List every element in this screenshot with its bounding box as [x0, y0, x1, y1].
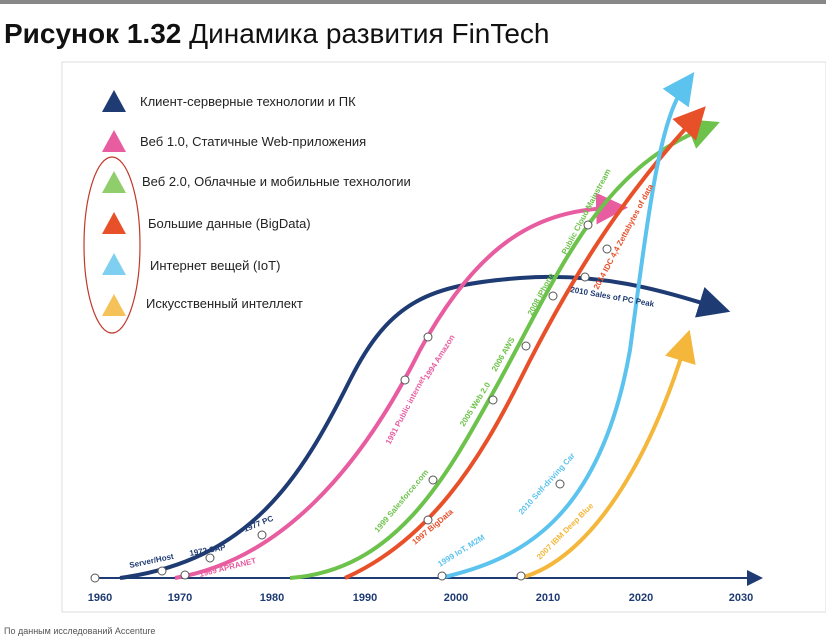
highlight-ellipse [83, 156, 141, 334]
annotation: Public Cloud Mainstream [560, 167, 613, 256]
annotation: 1999 IoT, M2M [436, 533, 486, 569]
legend-label: Веб 2.0, Облачные и мобильные технологии [142, 174, 411, 189]
point [555, 479, 565, 489]
year-label: 2020 [629, 592, 653, 604]
legend-label: Веб 1.0, Статичные Web-приложения [140, 134, 366, 149]
legend-label: Искусственный интеллект [146, 296, 303, 311]
point [580, 272, 590, 282]
year-label: 1970 [168, 592, 192, 604]
point [488, 395, 498, 405]
curves [119, 71, 731, 580]
year-label: 1980 [260, 592, 284, 604]
point [516, 571, 526, 581]
point [400, 375, 410, 385]
year-label: 2030 [729, 592, 753, 604]
annotation: 1991 Public internet [384, 375, 428, 446]
point [423, 515, 433, 525]
title: Рисунок 1.32 Динамика развития FinTech [4, 18, 550, 50]
figure-frame [61, 61, 826, 613]
point [205, 553, 215, 563]
point [423, 332, 433, 342]
year-label: 2010 [536, 592, 560, 604]
points [157, 220, 612, 581]
legend-label: Большие данные (BigData) [148, 216, 311, 231]
legend-icon [102, 253, 126, 275]
legend-icon [102, 212, 126, 234]
legend-icon [102, 294, 126, 316]
point [180, 570, 190, 580]
timeline-labels: 1960 1970 1980 1990 2000 2010 2020 2030 [88, 592, 753, 604]
legend-icon [102, 171, 126, 193]
point [157, 566, 167, 576]
legend-icon [102, 130, 126, 152]
source-note: По данным исследований Accenture [4, 626, 156, 636]
curve [519, 329, 696, 580]
year-label: 1960 [88, 592, 112, 604]
point [257, 530, 267, 540]
legend-label: Интернет вещей (IoT) [150, 258, 280, 273]
top-bar [0, 0, 826, 4]
point [428, 475, 438, 485]
legend-label: Клиент-серверные технологии и ПК [140, 94, 356, 109]
figure-number: Рисунок 1.32 [4, 18, 182, 49]
curve [119, 274, 731, 580]
curve [289, 119, 720, 580]
curve [344, 106, 706, 580]
year-label: 1990 [353, 592, 377, 604]
point [548, 291, 558, 301]
point [583, 220, 593, 230]
point [602, 244, 612, 254]
legend-icon [102, 90, 126, 112]
curve [439, 71, 695, 580]
year-label: 2000 [444, 592, 468, 604]
point [521, 341, 531, 351]
point [437, 571, 447, 581]
point [90, 573, 100, 583]
curve [174, 192, 628, 580]
figure-title: Динамика развития FinTech [189, 18, 550, 49]
legend: Клиент-серверные технологии и ПК Веб 1.0… [102, 90, 411, 316]
